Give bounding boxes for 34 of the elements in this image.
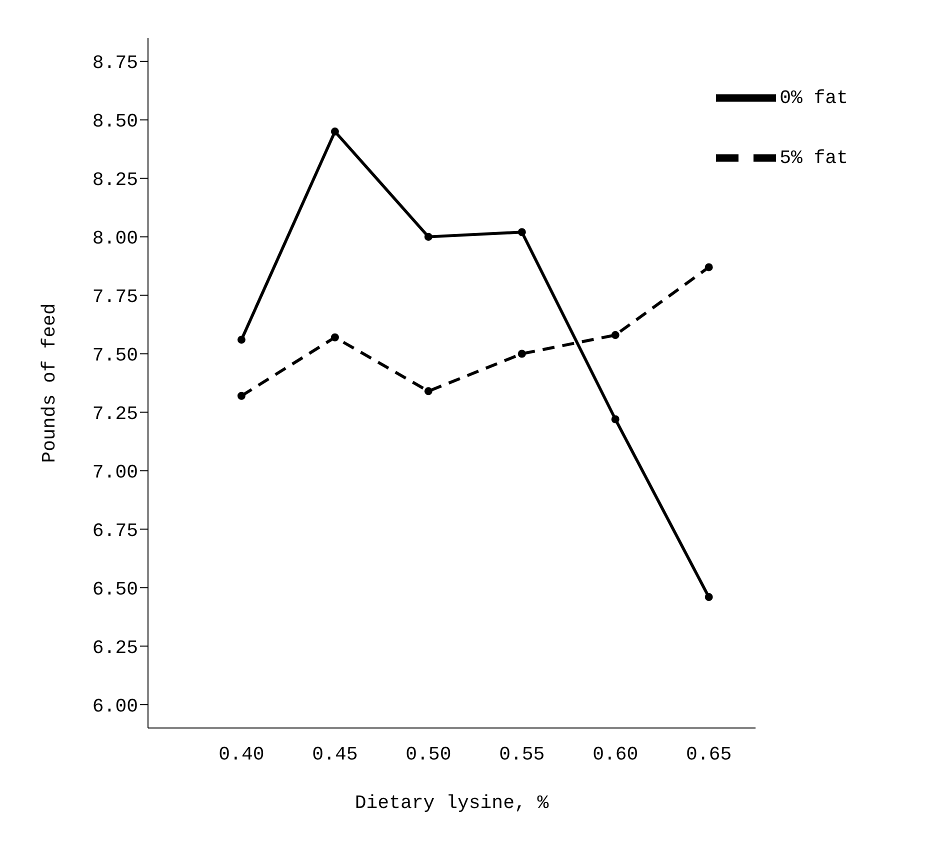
y-tick-label: 7.00 [92, 461, 138, 484]
x-tick-label: 0.55 [499, 743, 545, 766]
y-tick-label: 8.00 [92, 228, 138, 250]
y-axis-title: Pounds of feed [38, 303, 61, 463]
point [518, 350, 526, 358]
legend-label: 5% fat [780, 147, 848, 170]
point [330, 128, 339, 136]
x-axis-title: Dietary lysine, % [354, 792, 550, 814]
y-tick-label: 6.50 [92, 578, 138, 600]
x-tick-label: 0.45 [312, 743, 358, 766]
y-tick-label: 8.50 [92, 110, 138, 133]
y-tick-label: 6.00 [92, 695, 138, 718]
point [518, 228, 526, 236]
point [237, 392, 246, 400]
x-tick-label: 0.60 [592, 743, 638, 766]
point [611, 331, 620, 340]
y-tick-label: 7.25 [92, 402, 138, 425]
point [330, 333, 339, 342]
y-tick-label: 6.75 [92, 520, 138, 542]
y-tick-label: 8.75 [92, 52, 138, 74]
y-tick-label: 7.50 [92, 344, 138, 367]
point [704, 593, 713, 602]
y-tick-label: 6.25 [92, 636, 138, 659]
point [704, 263, 713, 272]
y-tick-label: 7.75 [92, 286, 138, 308]
y-tick-label: 8.25 [92, 169, 138, 192]
point [237, 336, 246, 344]
x-tick-label: 0.65 [686, 743, 732, 766]
point [424, 387, 432, 396]
legend-label: 0% fat [780, 87, 848, 110]
point [424, 232, 432, 241]
x-tick-label: 0.40 [218, 743, 264, 766]
point [611, 415, 620, 424]
x-tick-label: 0.50 [406, 743, 452, 766]
